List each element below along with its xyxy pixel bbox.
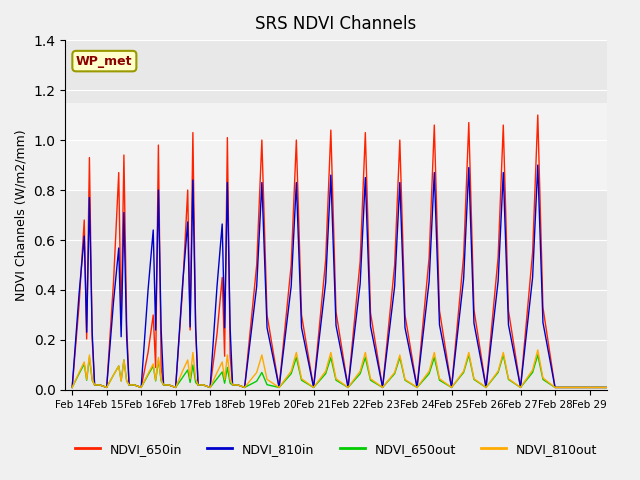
Y-axis label: NDVI Channels (W/m2/mm): NDVI Channels (W/m2/mm) — [15, 129, 28, 301]
Legend: NDVI_650in, NDVI_810in, NDVI_650out, NDVI_810out: NDVI_650in, NDVI_810in, NDVI_650out, NDV… — [70, 438, 602, 461]
Bar — [65, 103, 607, 190]
Title: SRS NDVI Channels: SRS NDVI Channels — [255, 15, 417, 33]
Text: WP_met: WP_met — [76, 55, 132, 68]
